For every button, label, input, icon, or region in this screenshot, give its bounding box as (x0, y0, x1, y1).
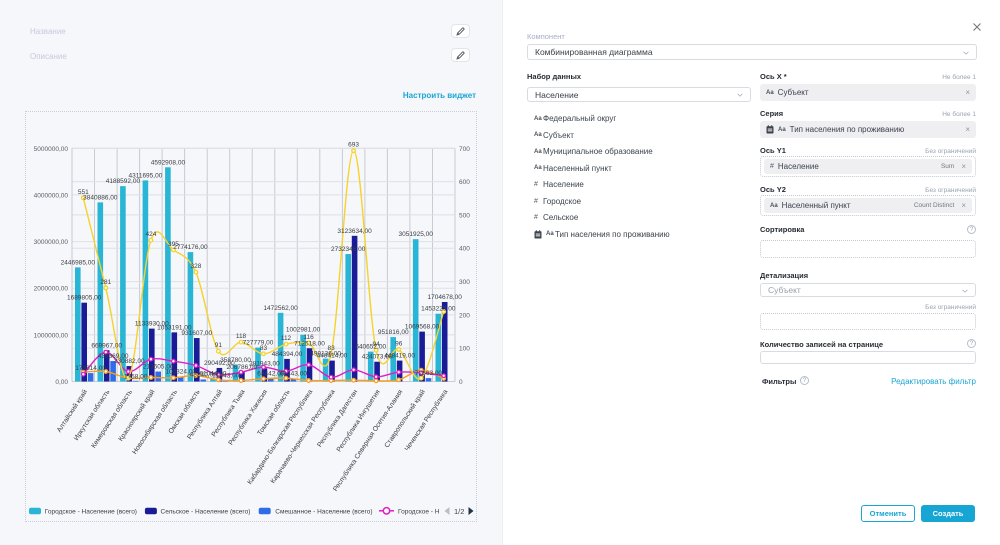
svg-text:Чеченская Республика: Чеченская Республика (403, 388, 449, 453)
svg-text:931607,00: 931607,00 (181, 330, 212, 337)
svg-text:61044,00: 61044,00 (199, 371, 226, 378)
svg-text:112: 112 (281, 335, 292, 342)
svg-text:200: 200 (459, 312, 470, 319)
svg-text:1133930,00: 1133930,00 (135, 321, 169, 328)
svg-text:83: 83 (260, 345, 268, 352)
svg-text:2774176,00: 2774176,00 (173, 244, 208, 251)
svg-text:484394,00: 484394,00 (272, 351, 303, 358)
svg-text:5000000,00: 5000000,00 (34, 146, 69, 153)
svg-text:Смешанное - Население (всего): Смешанное - Население (всего) (275, 508, 372, 515)
svg-text:Кемеровская область: Кемеровская область (90, 388, 135, 450)
svg-text:213605,00: 213605,00 (143, 364, 174, 371)
svg-text:3840886,00: 3840886,00 (83, 194, 118, 201)
svg-text:2446985,00: 2446985,00 (61, 259, 96, 266)
svg-text:206786,00: 206786,00 (227, 364, 258, 371)
svg-text:438369,00: 438369,00 (98, 353, 129, 360)
svg-text:1000000,00: 1000000,00 (34, 332, 69, 339)
svg-text:1472562,00: 1472562,00 (263, 305, 298, 312)
svg-text:712518,00: 712518,00 (294, 340, 325, 347)
svg-text:83: 83 (327, 345, 335, 352)
svg-text:330882,00: 330882,00 (114, 358, 145, 365)
svg-text:448414,00: 448414,00 (317, 353, 348, 360)
svg-text:72663,00: 72663,00 (415, 370, 442, 377)
svg-text:Городское - Население (всего): Городское - Население (всего) (45, 508, 137, 515)
svg-text:4592908,00: 4592908,00 (151, 159, 186, 166)
svg-text:0,00: 0,00 (55, 379, 68, 386)
svg-text:4311695,00: 4311695,00 (128, 172, 162, 179)
svg-text:3123634,00: 3123634,00 (337, 228, 372, 235)
svg-text:290492,00: 290492,00 (204, 360, 235, 367)
svg-text:328: 328 (190, 263, 201, 270)
svg-text:358780,00: 358780,00 (220, 357, 251, 364)
svg-text:Республика Хакасия: Республика Хакасия (227, 388, 270, 447)
svg-text:2732346,00: 2732346,00 (331, 246, 366, 253)
svg-text:1069568,00: 1069568,00 (405, 324, 440, 331)
svg-text:43240,00: 43240,00 (190, 372, 217, 379)
svg-text:951816,00: 951816,00 (378, 329, 409, 336)
svg-text:Городское - Н: Городское - Н (398, 508, 440, 515)
svg-text:400: 400 (459, 246, 470, 253)
svg-text:21043,00: 21043,00 (212, 373, 239, 380)
svg-text:1/2: 1/2 (454, 507, 464, 516)
svg-text:395: 395 (168, 241, 179, 248)
svg-text:551: 551 (78, 189, 89, 196)
svg-text:1704678,00: 1704678,00 (428, 294, 463, 301)
svg-text:1453225,00: 1453225,00 (421, 306, 456, 313)
svg-text:669967,00: 669967,00 (91, 342, 122, 349)
svg-text:68442,00: 68442,00 (257, 370, 284, 377)
svg-text:3000000,00: 3000000,00 (34, 239, 69, 246)
svg-text:1053191,00: 1053191,00 (157, 324, 192, 331)
svg-text:2000000,00: 2000000,00 (34, 286, 69, 293)
svg-text:4188592,00: 4188592,00 (106, 178, 141, 185)
svg-text:94: 94 (372, 341, 380, 348)
svg-text:281943,00: 281943,00 (249, 360, 280, 367)
svg-text:693: 693 (348, 142, 359, 149)
svg-text:500: 500 (459, 212, 470, 219)
svg-text:100: 100 (459, 346, 470, 353)
svg-text:727779,00: 727779,00 (243, 340, 274, 347)
svg-text:490136,00: 490136,00 (310, 351, 341, 358)
svg-text:0: 0 (459, 379, 463, 386)
svg-text:118: 118 (236, 333, 247, 340)
svg-text:Республика Ингушетия: Республика Ингушетия (335, 388, 382, 453)
svg-text:61443,00: 61443,00 (280, 371, 307, 378)
svg-text:1002981,00: 1002981,00 (286, 327, 321, 334)
svg-text:281: 281 (100, 279, 111, 286)
svg-text:640652,00: 640652,00 (355, 344, 386, 351)
svg-text:300: 300 (459, 279, 470, 286)
svg-text:Новосибирская область: Новосибирская область (131, 388, 180, 456)
svg-text:96: 96 (395, 341, 403, 348)
svg-text:Ставропольский край: Ставропольский край (383, 388, 427, 449)
svg-text:91: 91 (215, 342, 223, 349)
svg-text:179814,00: 179814,00 (75, 365, 106, 372)
svg-text:1758,00: 1758,00 (124, 373, 148, 380)
svg-text:448419,00: 448419,00 (384, 353, 415, 360)
svg-text:600: 600 (459, 179, 470, 186)
svg-text:4000000,00: 4000000,00 (34, 192, 69, 199)
svg-text:424073,00: 424073,00 (362, 354, 393, 361)
svg-text:3051925,00: 3051925,00 (399, 231, 434, 238)
svg-text:103324,00: 103324,00 (165, 369, 196, 376)
svg-text:1689805,00: 1689805,00 (67, 295, 102, 302)
svg-text:Республика Дагестан: Республика Дагестан (316, 388, 360, 449)
svg-text:Сельское - Население (всего): Сельское - Население (всего) (161, 508, 251, 515)
svg-text:116: 116 (303, 334, 314, 341)
svg-text:424: 424 (145, 231, 156, 238)
svg-text:700: 700 (459, 146, 470, 153)
